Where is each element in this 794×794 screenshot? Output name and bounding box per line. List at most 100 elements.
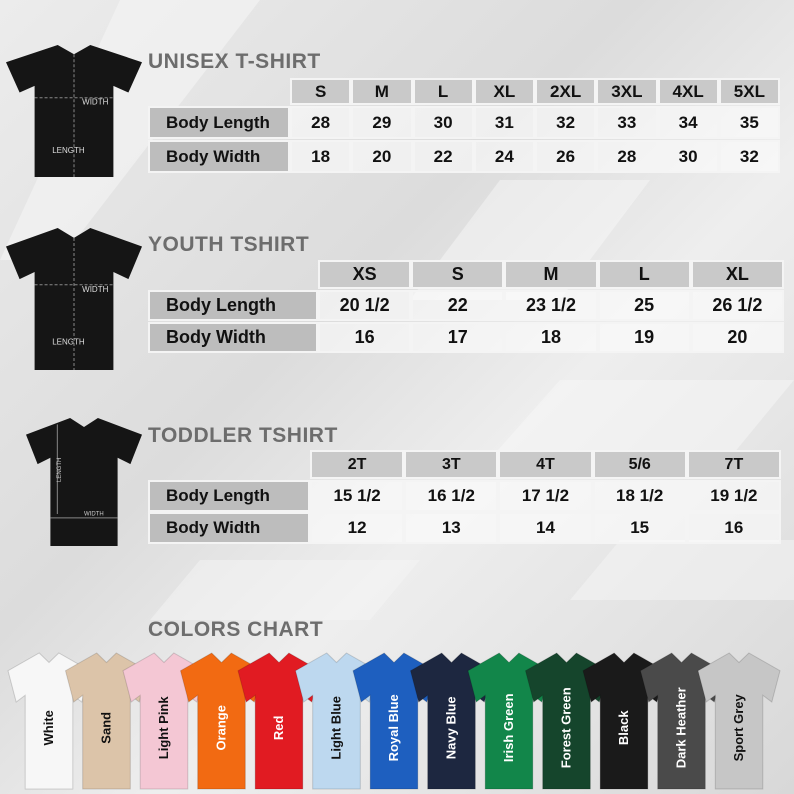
color-shirt: Orange [179,652,264,790]
size-value: 22 [411,290,505,321]
size-header: M [351,78,413,105]
size-value: 18 [504,322,598,353]
size-header: L [412,78,474,105]
color-name: Royal Blue [386,694,401,761]
color-shirt: Black [582,652,666,790]
row-label: Body Width [148,322,318,353]
size-value: 18 [290,140,352,173]
size-value: 26 [535,140,597,173]
color-name: Dark Heather [674,687,689,768]
size-header: 2XL [535,78,597,105]
color-name: Red [271,715,286,740]
size-value: 20 [351,140,413,173]
size-value: 20 [690,322,784,353]
color-shirt: Sport Grey [697,652,781,790]
size-value: 17 [411,322,505,353]
shirt-swatch [7,652,91,790]
size-value: 34 [657,106,719,139]
size-value: 22 [412,140,474,173]
size-value: 30 [657,140,719,173]
color-name: Light Pink [156,696,171,760]
size-header: 4T [498,450,593,479]
size-header: XL [690,260,784,289]
row-label: Body Length [148,480,310,512]
size-header: 3T [404,450,499,479]
size-header: 2T [310,450,405,479]
size-value: 17 1/2 [498,480,593,512]
section-title: YOUTH TSHIRT [148,233,310,256]
size-header: XL [473,78,535,105]
color-name: Navy Blue [444,696,459,759]
size-value: 24 [473,140,535,173]
size-header: XS [318,260,412,289]
section-title: UNISEX T-SHIRT [148,50,321,73]
length-label: LENGTH [52,337,85,346]
size-value: 26 1/2 [690,290,784,321]
size-value: 15 1/2 [310,480,405,512]
shirt-swatch [122,652,206,790]
color-name: Irish Green [501,693,516,762]
size-value: 31 [473,106,535,139]
shirt-icon [26,418,142,546]
color-shirt: Red [237,652,321,790]
width-label: WIDTH [84,511,104,517]
size-value: 19 1/2 [686,480,781,512]
shirt-swatch [179,652,264,790]
size-value: 12 [310,512,405,544]
size-value: 28 [290,106,352,139]
color-name: White [41,710,56,745]
size-value: 32 [718,140,780,173]
size-value: 16 [686,512,781,544]
color-name: Sand [99,712,114,744]
size-value: 30 [412,106,474,139]
size-value: 18 1/2 [592,480,687,512]
width-label: WIDTH [82,285,108,294]
row-label: Body Width [148,512,310,544]
row-label: Body Length [148,290,318,321]
color-shirt: Sand [64,652,149,790]
color-shirt: Forest Green [524,652,609,790]
size-header: 4XL [657,78,719,105]
size-value: 20 1/2 [318,290,412,321]
color-shirt: Royal Blue [352,652,436,790]
size-header: S [411,260,505,289]
color-name: Light Blue [329,696,344,760]
color-shirt: Dark Heather [639,652,724,790]
shirt-swatch [524,652,609,790]
size-header: S [290,78,352,105]
size-header: M [504,260,598,289]
shirt-swatch [352,652,436,790]
shirt-swatch [237,652,321,790]
shirt-swatch [582,652,666,790]
size-value: 19 [597,322,691,353]
size-value: 16 [318,322,412,353]
color-name: Sport Grey [731,693,746,761]
section-title: TODDLER TSHIRT [148,424,338,447]
width-label: WIDTH [82,97,108,106]
length-label: LENGTH [57,458,63,482]
size-header: L [597,260,691,289]
color-shirt: White [7,652,91,790]
size-value: 23 1/2 [504,290,598,321]
length-label: LENGTH [52,146,85,155]
size-value: 32 [535,106,597,139]
size-value: 15 [592,512,687,544]
shirt-swatch [639,652,724,790]
shirt-swatch [294,652,379,790]
size-value: 16 1/2 [404,480,499,512]
size-header: 7T [686,450,781,479]
size-value: 14 [498,512,593,544]
shirt-swatch [697,652,781,790]
size-value: 25 [597,290,691,321]
color-name: Forest Green [559,687,574,768]
shirt-swatch [64,652,149,790]
row-label: Body Length [148,106,290,139]
colors-title: COLORS CHART [148,618,324,641]
row-label: Body Width [148,140,290,173]
color-shirt: Navy Blue [409,652,494,790]
size-header: 3XL [596,78,658,105]
shirt-swatch [467,652,551,790]
